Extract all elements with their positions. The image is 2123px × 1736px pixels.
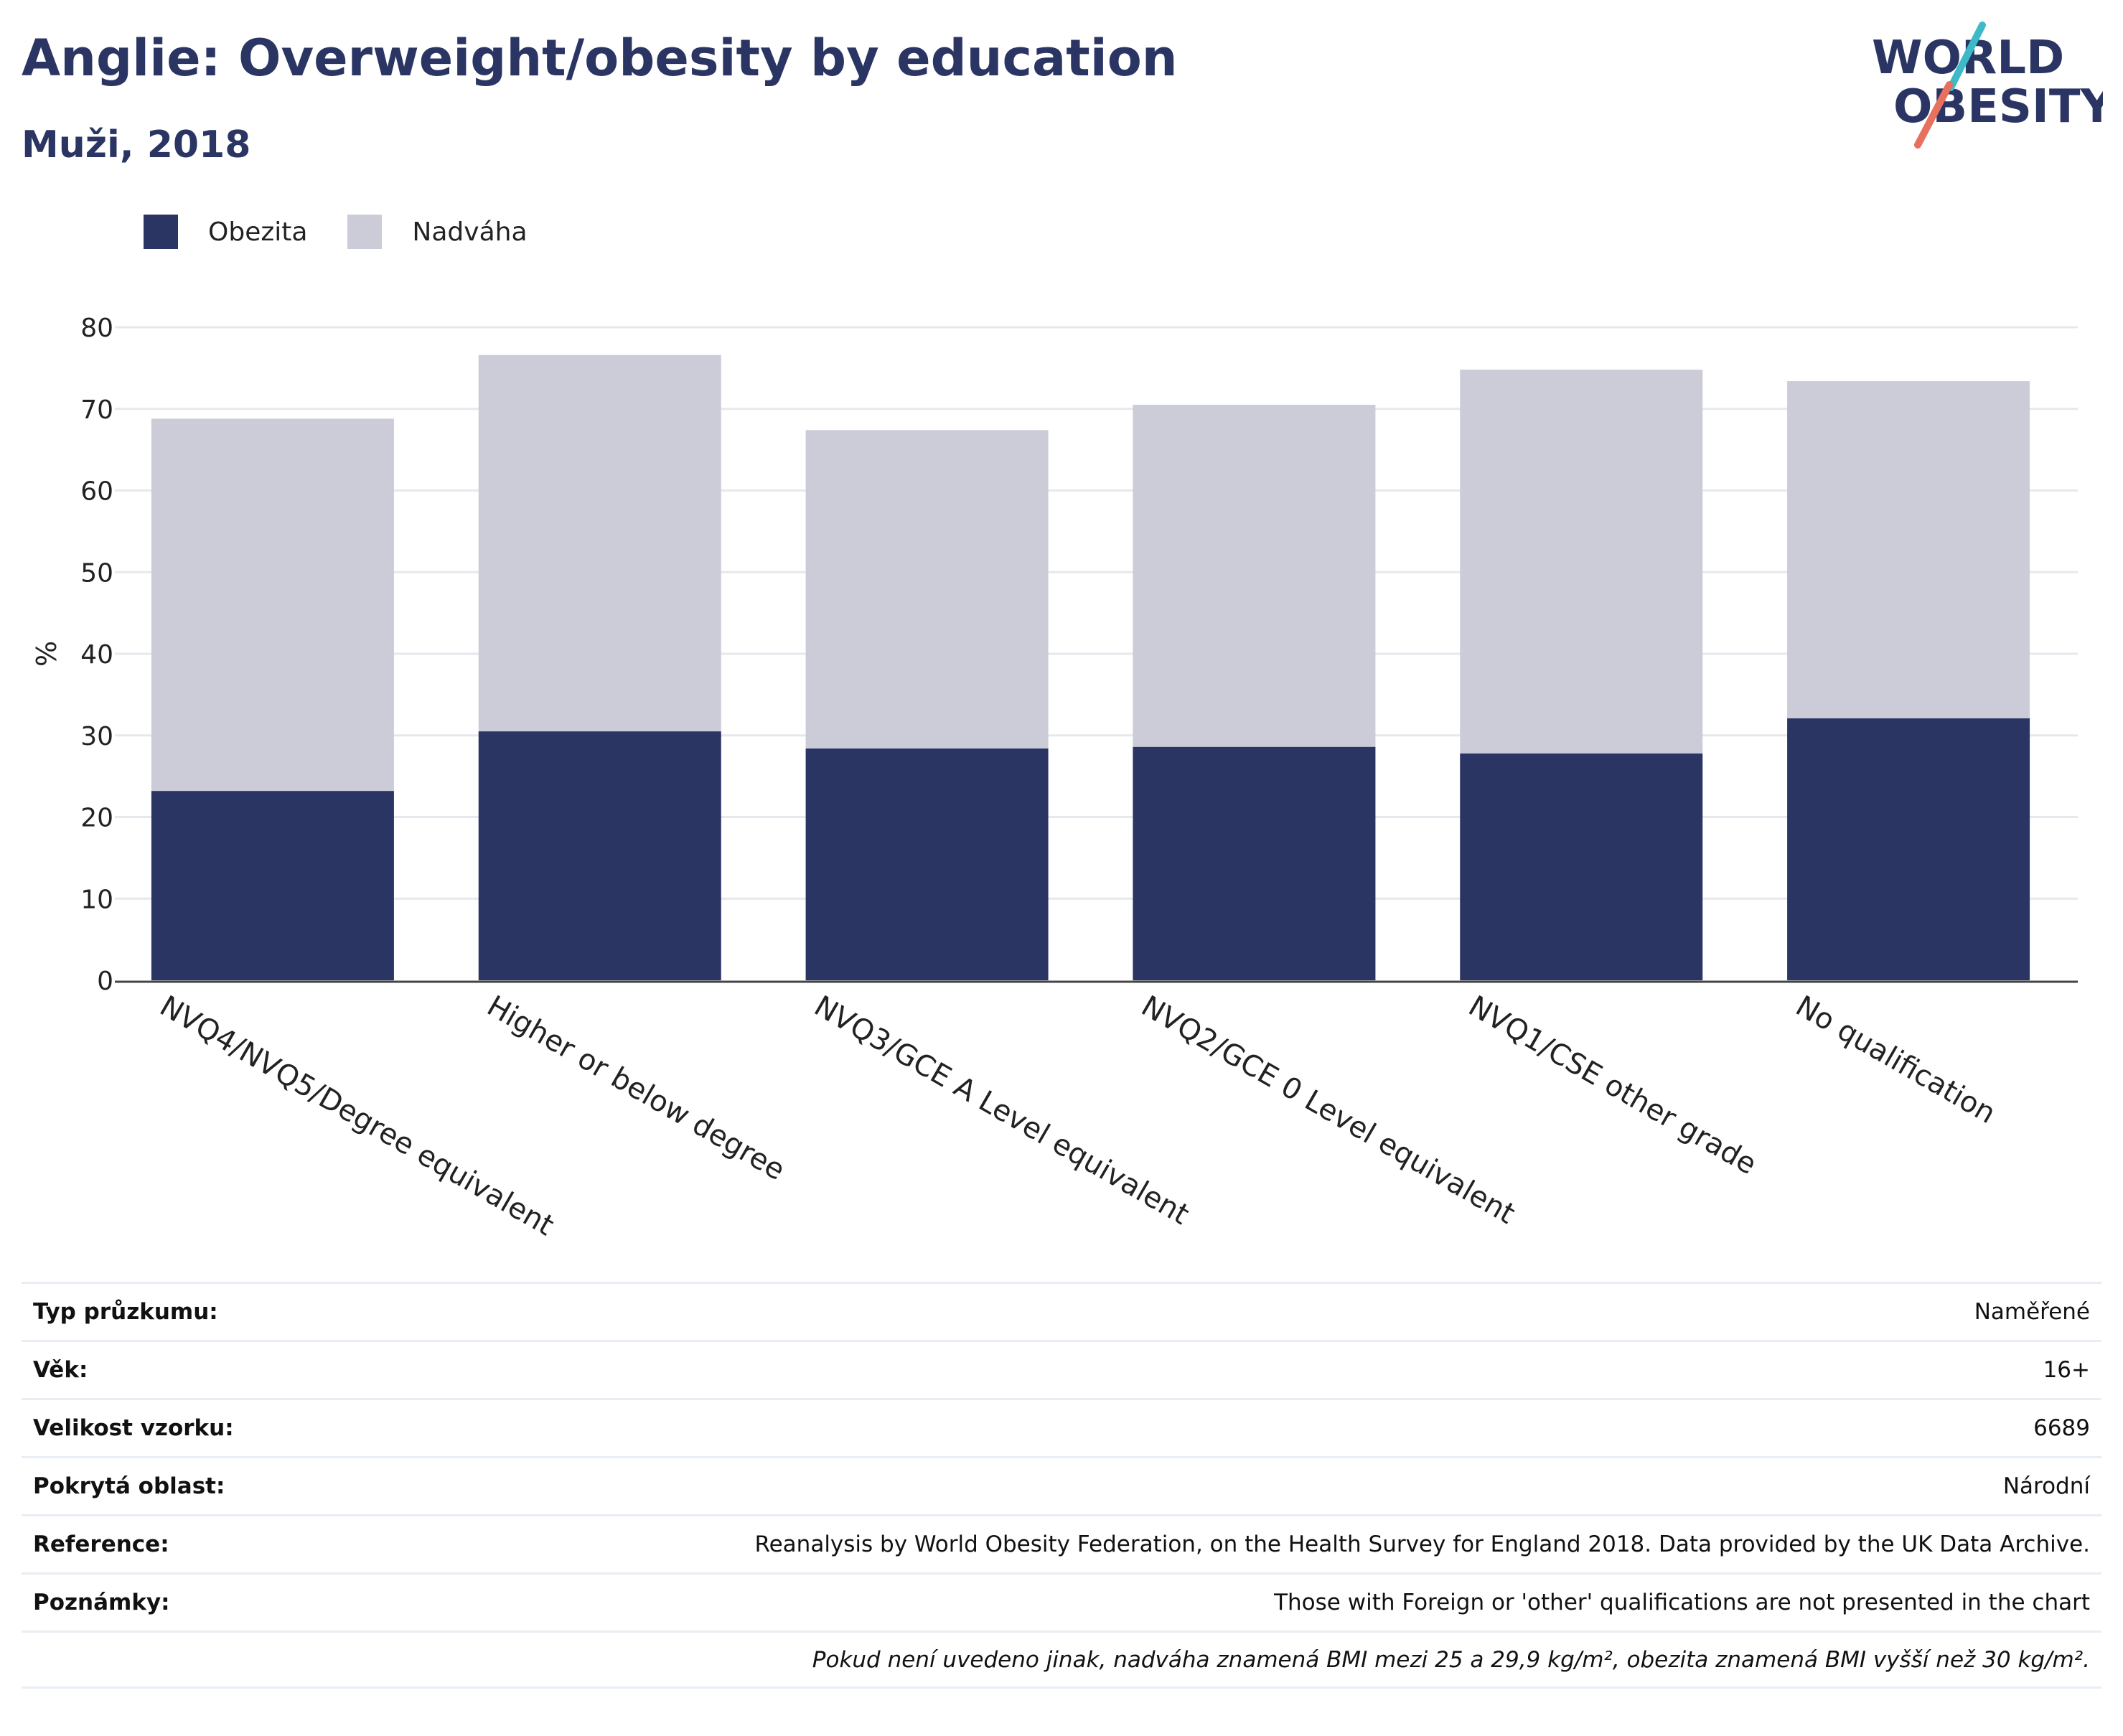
bar-overweight <box>151 418 394 792</box>
bar-overweight <box>1787 381 2030 718</box>
metadata-value: Národní <box>2002 1473 2090 1499</box>
metadata-label: Poznámky: <box>33 1590 170 1615</box>
page-subtitle: Muži, 2018 <box>22 123 251 166</box>
metadata-value: 6689 <box>2033 1415 2090 1441</box>
metadata-row: Věk: 16+ <box>22 1340 2101 1398</box>
footnote-text: Pokud není uvedeno jinak, nadváha znamen… <box>812 1646 2090 1673</box>
y-tick-label: 30 <box>80 722 113 751</box>
legend-label-obesity: Obezita <box>208 217 308 247</box>
bar-obesity <box>805 748 1049 980</box>
metadata-row: Poznámky: Those with Foreign or 'other' q… <box>22 1572 2101 1631</box>
metadata-row: Velikost vzorku: 6689 <box>22 1398 2101 1456</box>
metadata-label: Pokrytá oblast: <box>33 1473 225 1499</box>
y-tick-label: 80 <box>80 314 113 343</box>
bar-overweight <box>1460 370 1703 754</box>
y-tick-label: 20 <box>80 804 113 833</box>
page-title: Anglie: Overweight/obesity by education <box>22 29 1178 88</box>
metadata-label: Typ průzkumu: <box>33 1299 218 1325</box>
world-obesity-logo: WORLD OBESITY <box>1872 22 2103 149</box>
legend-item-overweight[interactable]: Nadváha <box>347 215 528 249</box>
bar-obesity <box>478 731 721 980</box>
metadata-row: Reference: Reanalysis by World Obesity Fe… <box>22 1514 2101 1572</box>
metadata-value: 16+ <box>2043 1357 2090 1383</box>
metadata-value: Naměřené <box>1974 1299 2090 1325</box>
metadata-label: Věk: <box>33 1357 88 1383</box>
x-tick-label: NVQ1/CSE other grade <box>1463 990 1762 1181</box>
metadata-label: Velikost vzorku: <box>33 1415 234 1441</box>
logo-slash-teal <box>1947 22 1986 91</box>
x-tick-label: No qualification <box>1790 990 2001 1130</box>
metadata-label: Reference: <box>33 1531 169 1557</box>
y-tick-label: 0 <box>97 967 113 996</box>
y-tick-label: 70 <box>80 395 113 425</box>
x-tick-label: Higher or below degree <box>482 990 790 1187</box>
bar-overweight <box>805 430 1049 749</box>
x-tick-label: NVQ3/GCE A Level equivalent <box>809 990 1195 1231</box>
metadata-value: Those with Foreign or 'other' qualificat… <box>1274 1590 2090 1615</box>
y-tick-label: 60 <box>80 477 113 507</box>
footnote-row: Pokud není uvedeno jinak, nadváha znamen… <box>22 1631 2101 1689</box>
bar-obesity <box>1787 718 2030 980</box>
legend-swatch-overweight <box>347 215 383 249</box>
metadata-value: Reanalysis by World Obesity Federation, … <box>754 1531 2090 1557</box>
y-tick-label: 10 <box>80 885 113 914</box>
chart-legend: Obezita Nadváha <box>144 214 568 250</box>
metadata-row: Typ průzkumu: Naměřené <box>22 1282 2101 1340</box>
bar-overweight <box>1133 405 1376 747</box>
logo-slash-coral <box>1914 81 1953 149</box>
bar-overweight <box>478 355 721 732</box>
bar-obesity <box>1133 746 1376 980</box>
legend-label-overweight: Nadváha <box>412 217 528 247</box>
legend-item-obesity[interactable]: Obezita <box>144 215 307 249</box>
y-axis-label: % <box>31 641 62 667</box>
metadata-row: Pokrytá oblast: Národní <box>22 1456 2101 1514</box>
y-tick-label: 40 <box>80 640 113 670</box>
legend-swatch-obesity <box>144 215 178 249</box>
y-tick-label: 50 <box>80 558 113 588</box>
x-tick-label: NVQ2/GCE 0 Level equivalent <box>1135 990 1520 1231</box>
bar-obesity <box>151 791 394 980</box>
metadata-table: Typ průzkumu: Naměřené Věk: 16+ Velikost vzo… <box>22 1282 2101 1689</box>
bar-obesity <box>1460 753 1703 980</box>
